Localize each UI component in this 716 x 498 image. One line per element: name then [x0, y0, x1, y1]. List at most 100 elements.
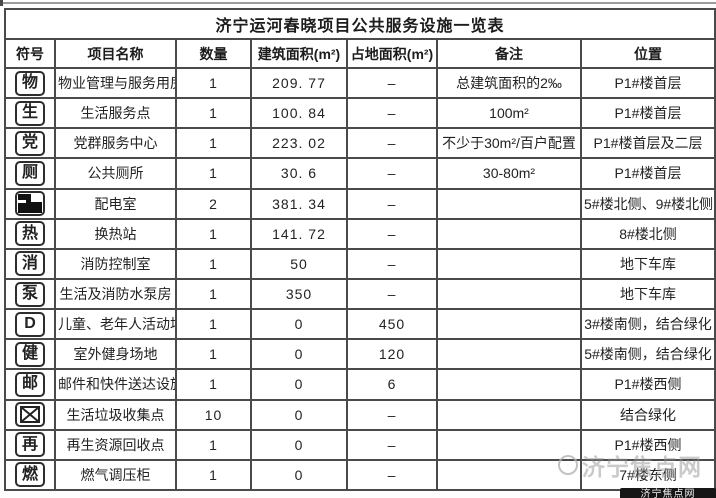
page-title: 济宁运河春晓项目公共服务设施一览表: [3, 8, 716, 40]
cell-land-area: 6: [346, 368, 438, 401]
cell-build-area: 223. 02: [250, 127, 348, 160]
cell-location: P1#楼西侧: [579, 368, 716, 401]
cell-build-area: 141. 72: [250, 217, 348, 250]
cell-build-area: 350: [250, 277, 348, 311]
cell-qty: 1: [175, 127, 252, 160]
table-row: 厕公共厕所 1 30. 6–30-80m² P1#楼首层: [4, 157, 716, 190]
cell-name: 物业管理与服务用房: [54, 66, 177, 100]
cell-remark: [436, 338, 582, 371]
cell-symbol: [4, 187, 56, 220]
cell-name: 生活垃圾收集点: [54, 398, 177, 431]
cell-land-area: –: [346, 428, 438, 461]
cell-location: 5#楼北侧、9#楼北侧: [579, 187, 716, 220]
column-header-land-area: 占地面积(m²): [346, 38, 438, 69]
header-row: 符号 项目名称 数量 建筑面积(m²) 占地面积(m²) 备注 位置: [4, 38, 716, 69]
cell-symbol: 再: [4, 428, 56, 461]
cell-symbol: [4, 398, 56, 431]
cell-remark: [436, 368, 582, 401]
cell-symbol: 健: [4, 338, 56, 371]
cell-land-area: –: [346, 398, 438, 431]
cell-qty: 1: [175, 428, 252, 461]
cell-name: 室外健身场地: [54, 338, 177, 371]
cell-remark: 30-80m²: [436, 157, 582, 190]
cell-symbol: 泵: [4, 277, 56, 311]
cell-land-area: –: [346, 97, 438, 130]
cell-location: P1#楼首层: [579, 97, 716, 130]
cell-name: 生活服务点: [54, 97, 177, 130]
cell-remark: 100m²: [436, 97, 582, 130]
cell-name: 生活及消防水泵房: [54, 277, 177, 311]
cell-name: 儿童、老年人活动场地: [54, 308, 177, 341]
cell-build-area: 0: [250, 368, 348, 401]
cell-qty: 1: [175, 247, 252, 280]
substation-icon: [18, 194, 42, 214]
cell-build-area: 0: [250, 458, 348, 492]
top-crop-line: [0, 2, 716, 4]
cell-symbol: 邮: [4, 368, 56, 401]
cell-build-area: 50: [250, 247, 348, 280]
cell-build-area: 381. 34: [250, 187, 348, 220]
cell-land-area: 120: [346, 338, 438, 371]
cell-name: 换热站: [54, 217, 177, 250]
table-body: 物物业管理与服务用房 1 209. 77– 总建筑面积的2‰ P1#楼首层生生活服务点 1…: [4, 66, 716, 492]
cell-build-area: 100. 84: [250, 97, 348, 130]
cell-qty: 1: [175, 66, 252, 100]
cell-remark: [436, 458, 582, 492]
cell-qty: 1: [175, 97, 252, 130]
column-header-name: 项目名称: [54, 38, 177, 69]
cell-symbol: 燃: [4, 458, 56, 492]
cell-location: 地下车库: [579, 277, 716, 311]
cell-location: 3#楼南侧，结合绿化: [579, 308, 716, 341]
symbol-badge: 消: [15, 251, 45, 277]
cell-qty: 1: [175, 368, 252, 401]
watermark-badge: 济宁焦点网: [620, 488, 716, 498]
table-row: 健室外健身场地 1 0 120 5#楼南侧，结合绿化: [4, 338, 716, 371]
cell-remark: [436, 308, 582, 341]
cell-remark: [436, 398, 582, 431]
table-row: 邮邮件和快件送达设施 1 0 6 P1#楼西侧: [4, 368, 716, 401]
cell-land-area: 450: [346, 308, 438, 341]
column-header-build-area: 建筑面积(m²): [250, 38, 348, 69]
cell-land-area: –: [346, 458, 438, 492]
symbol-badge: 泵: [15, 281, 45, 307]
cell-remark: [436, 217, 582, 250]
cell-remark: [436, 428, 582, 461]
table-row: 生生活服务点 1 100. 84–100m² P1#楼首层: [4, 97, 716, 130]
cell-qty: 10: [175, 398, 252, 431]
cell-symbol: 消: [4, 247, 56, 280]
waste-collection-icon: [20, 406, 40, 424]
symbol-badge-icon: [15, 402, 45, 428]
facilities-table: 济宁运河春晓项目公共服务设施一览表 符号 项目名称 数量 建筑面积(m²) 占地面积(m…: [3, 8, 716, 492]
cell-location: P1#楼首层及二层: [579, 127, 716, 160]
cell-location: 结合绿化: [579, 398, 716, 431]
column-header-remark: 备注: [436, 38, 582, 69]
symbol-badge: 邮: [15, 371, 45, 397]
cell-symbol: 厕: [4, 157, 56, 190]
cell-build-area: 0: [250, 308, 348, 341]
corner-mark: [0, 0, 3, 6]
cell-build-area: 209. 77: [250, 66, 348, 100]
cell-build-area: 0: [250, 428, 348, 461]
cell-remark: 总建筑面积的2‰: [436, 66, 582, 100]
cell-land-area: –: [346, 217, 438, 250]
symbol-badge: 生: [15, 100, 45, 126]
cell-symbol: D: [4, 308, 56, 341]
symbol-badge: D: [15, 311, 45, 337]
cell-name: 消防控制室: [54, 247, 177, 280]
symbol-badge: 热: [15, 221, 45, 247]
table-row: 生活垃圾收集点 10 0– 结合绿化: [4, 398, 716, 431]
table-row: 再再生资源回收点 1 0– P1#楼西侧: [4, 428, 716, 461]
cell-location: P1#楼首层: [579, 66, 716, 100]
cell-symbol: 党: [4, 127, 56, 160]
table-row: 燃燃气调压柜 1 0– 7#楼东侧: [4, 458, 716, 492]
cell-qty: 1: [175, 277, 252, 311]
symbol-badge: 健: [15, 341, 45, 367]
cell-symbol: 物: [4, 66, 56, 100]
symbol-badge: 燃: [15, 462, 45, 488]
cell-remark: [436, 247, 582, 280]
cell-location: 5#楼南侧，结合绿化: [579, 338, 716, 371]
cell-qty: 1: [175, 217, 252, 250]
cell-name: 再生资源回收点: [54, 428, 177, 461]
cell-location: P1#楼首层: [579, 157, 716, 190]
